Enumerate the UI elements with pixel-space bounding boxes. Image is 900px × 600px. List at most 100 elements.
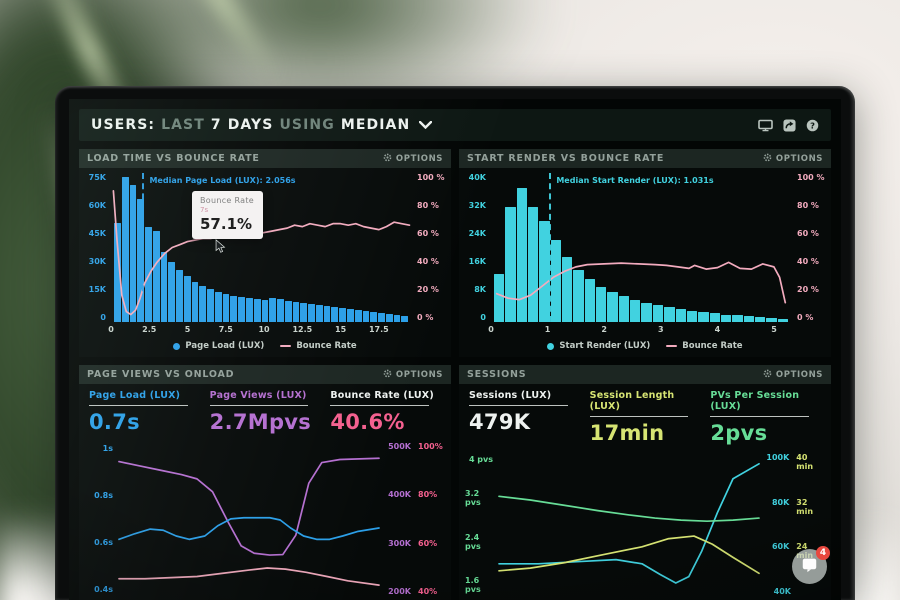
display-icon[interactable] — [758, 119, 773, 132]
axis-tick-pair: 200K 40% — [385, 587, 445, 596]
bar[interactable] — [385, 314, 393, 322]
bar[interactable] — [618, 295, 630, 322]
bar[interactable] — [277, 299, 284, 322]
legend-start-render[interactable]: Start Render (LUX) — [547, 341, 650, 351]
axis-tick-pair: 300K 60% — [385, 539, 445, 548]
bar[interactable] — [370, 312, 378, 322]
chart-plot-page-views[interactable] — [119, 440, 379, 600]
bar[interactable] — [505, 206, 516, 322]
metric-underline — [469, 405, 568, 406]
bar[interactable] — [607, 292, 618, 322]
options-button[interactable]: OPTIONS — [383, 153, 443, 165]
bar[interactable] — [675, 308, 686, 322]
bar[interactable] — [709, 313, 720, 322]
bar[interactable] — [641, 302, 652, 322]
bar[interactable] — [584, 279, 596, 322]
bar[interactable] — [562, 256, 573, 322]
bar[interactable] — [331, 307, 339, 322]
chart-legend: Page Load (LUX) Bounce Rate — [79, 336, 451, 357]
legend-page-load[interactable]: Page Load (LUX) — [173, 341, 264, 351]
options-button[interactable]: OPTIONS — [383, 369, 443, 381]
legend-bounce-rate[interactable]: Bounce Rate — [666, 341, 743, 351]
bar[interactable] — [261, 300, 269, 322]
bar[interactable] — [743, 316, 754, 322]
bar[interactable] — [339, 308, 346, 322]
bar[interactable] — [573, 269, 584, 322]
bar[interactable] — [732, 315, 743, 322]
bar[interactable] — [114, 222, 121, 322]
bar[interactable] — [630, 299, 641, 322]
bar[interactable] — [686, 310, 698, 322]
bar[interactable] — [346, 309, 354, 322]
bar[interactable] — [246, 298, 253, 322]
bar[interactable] — [596, 286, 607, 322]
users-filter-dropdown[interactable]: USERS: LAST 7 DAYS USING MEDIAN — [91, 117, 433, 133]
bar[interactable] — [199, 286, 207, 322]
bar[interactable] — [362, 311, 370, 322]
bar[interactable] — [528, 206, 539, 322]
panel-header: PAGE VIEWS VS ONLOAD OPTIONS — [79, 365, 451, 384]
bar[interactable] — [253, 299, 261, 322]
bar[interactable] — [315, 305, 323, 322]
bar[interactable] — [121, 176, 129, 322]
bar[interactable] — [516, 187, 528, 322]
options-button[interactable]: OPTIONS — [763, 153, 823, 165]
bar[interactable] — [214, 292, 222, 322]
bar[interactable] — [378, 313, 385, 322]
legend-bounce-rate[interactable]: Bounce Rate — [280, 341, 357, 351]
share-icon[interactable] — [783, 118, 796, 132]
notification-badge: 4 — [816, 546, 830, 560]
bar[interactable] — [284, 301, 292, 322]
axis-tick-pair: 80K 32 min — [765, 498, 825, 516]
axis-tick: 1s — [102, 444, 113, 453]
bar[interactable] — [183, 276, 191, 322]
bar[interactable] — [191, 282, 199, 322]
gear-icon — [383, 369, 392, 381]
bar[interactable] — [698, 312, 709, 322]
metric-value: 479K — [469, 410, 531, 434]
bar[interactable] — [222, 294, 230, 322]
bar[interactable] — [766, 317, 777, 322]
bar[interactable] — [129, 184, 137, 322]
bar[interactable] — [300, 303, 308, 322]
bar[interactable] — [539, 221, 550, 322]
axis-tick: 60K — [771, 542, 790, 552]
bar[interactable] — [720, 314, 732, 322]
panel-title: LOAD TIME VS BOUNCE RATE — [87, 153, 260, 164]
bar[interactable] — [308, 304, 315, 322]
bar[interactable] — [269, 298, 277, 322]
bar[interactable] — [230, 296, 238, 322]
bar[interactable] — [292, 302, 300, 322]
bar[interactable] — [160, 252, 168, 322]
chart-plot-start-render[interactable]: Median Start Render (LUX): 1.031s — [491, 173, 791, 322]
bar[interactable] — [168, 262, 176, 322]
bar[interactable] — [354, 310, 362, 322]
bar[interactable] — [664, 307, 675, 322]
title-segment: MEDIAN — [340, 117, 411, 133]
y-axis-right: 500K 100% 400K 80% 300K 60% 200K 40% — [379, 440, 445, 600]
chart-plot-sessions[interactable] — [499, 451, 759, 600]
bar[interactable] — [550, 240, 562, 322]
x-axis-tick: 5 — [771, 325, 777, 334]
bar[interactable] — [652, 304, 664, 322]
bar[interactable] — [323, 306, 331, 322]
bar[interactable] — [401, 316, 409, 322]
bar[interactable] — [137, 198, 145, 322]
title-segment: USERS: — [91, 117, 156, 133]
tooltip-x-value: 7s — [200, 205, 209, 214]
bar[interactable] — [152, 230, 160, 322]
bar[interactable] — [238, 297, 246, 322]
legend-line-icon — [280, 344, 292, 348]
bar[interactable] — [754, 317, 766, 322]
bar[interactable] — [207, 289, 214, 322]
bar[interactable] — [176, 270, 183, 322]
bar[interactable] — [494, 273, 505, 322]
axis-tick: 40 min — [796, 453, 814, 471]
help-icon[interactable]: ? — [806, 119, 819, 132]
options-button[interactable]: OPTIONS — [763, 369, 823, 381]
bar[interactable] — [393, 315, 401, 322]
chart-plot-load-time[interactable]: Median Page Load (LUX): 2.056s Bounce Ra… — [111, 173, 411, 322]
chat-widget-button[interactable]: 4 — [792, 546, 830, 584]
tooltip-title: Bounce Rate — [200, 195, 255, 205]
bar[interactable] — [777, 318, 788, 322]
